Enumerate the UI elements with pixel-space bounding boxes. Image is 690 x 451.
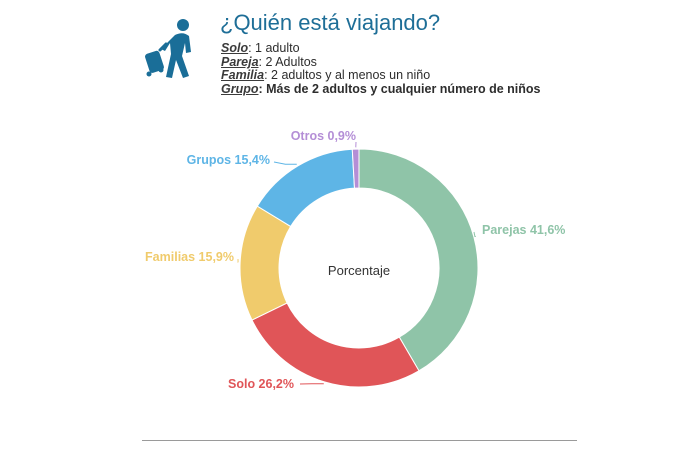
bottom-divider [142,440,577,441]
definition-term: Familia [221,68,265,83]
leader-line-parejas [473,231,476,237]
slice-grupos [256,148,356,228]
donut-center-label: Porcentaje [328,263,390,278]
slice-label-solo: Solo 26,2% [228,377,294,391]
definition-desc: : 2 adultos y al menos un niño [264,68,431,83]
slice-labels: Parejas 41,6% Solo 26,2% Familias 15,9% Gru… [145,129,565,391]
chart-title: ¿Quién está viajando? [220,10,441,35]
definition-grupo: Grupo: Más de 2 adultos y cualquier núme… [221,81,541,97]
slice-label-otros: Otros 0,9% [291,129,356,143]
definition-term: Solo [221,41,249,55]
slice-otros [351,148,360,189]
leader-line-grupos [273,161,297,165]
slice-label-parejas: Parejas 41,6% [482,223,565,237]
definition-pareja: Pareja: 2 Adultos [221,54,541,70]
slice-familias [239,205,292,321]
definition-desc: : Más de 2 adultos y cualquier número de… [258,81,541,96]
label-leader-lines [237,141,476,385]
definition-term: Pareja [221,54,259,69]
donut-slices [239,148,479,388]
traveler-with-luggage-icon [145,19,191,78]
definition-desc: : 2 Adultos [258,54,317,69]
slice-label-familias: Familias 15,9% [145,250,234,264]
slice-solo [251,302,420,388]
slice-parejas [358,148,479,372]
definition-familia: Familia: 2 adultos y al menos un niño [221,68,541,83]
definition-solo: Solo: 1 adulto [221,41,541,56]
definition-desc: : 1 adulto [248,41,300,55]
definition-term: Grupo [221,81,259,96]
slice-label-grupos: Grupos 15,4% [187,153,270,167]
definitions-list: Solo: 1 adulto Pareja: 2 Adultos Familia… [221,41,541,97]
